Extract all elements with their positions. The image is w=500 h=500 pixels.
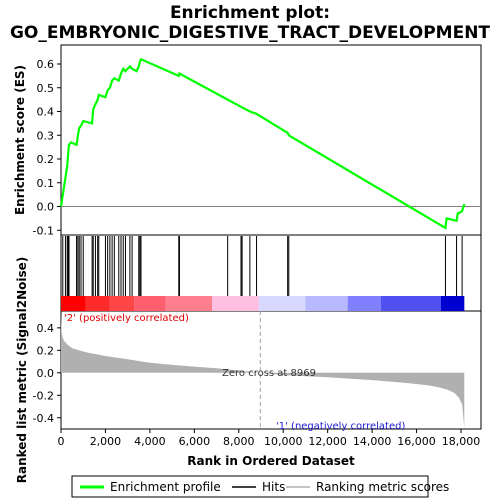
metric-y-tick-label: -0.2 bbox=[33, 389, 54, 402]
colorbar-segment bbox=[258, 296, 306, 311]
legend-hits-label: Hits bbox=[262, 480, 285, 494]
x-tick-label: 8,000 bbox=[223, 435, 255, 448]
colorbar-segment bbox=[305, 296, 348, 311]
es-y-tick-label: 0.6 bbox=[37, 58, 55, 71]
metric-layer: 0.4 0.2 0.0 -0.2 -0.4 bbox=[33, 311, 465, 429]
es-layer: 0.6 0.5 0.4 0.3 0.2 0.1 0.0 -0.1 bbox=[33, 57, 481, 237]
legend-metric-label: Ranking metric scores bbox=[316, 480, 449, 494]
x-tick-label: 10,000 bbox=[264, 435, 303, 448]
metric-y-tick-label: 0.0 bbox=[37, 367, 55, 380]
es-y-tick-label: -0.1 bbox=[33, 224, 54, 237]
x-tick-label: 0 bbox=[58, 435, 65, 448]
legend-enrichment-label: Enrichment profile bbox=[110, 480, 221, 494]
chart-title-line2: GO_EMBRYONIC_DIGESTIVE_TRACT_DEVELOPMENT bbox=[10, 23, 490, 43]
colorbar-segment bbox=[381, 296, 441, 311]
colorbar-segment bbox=[134, 296, 166, 311]
x-tick-label: 14,000 bbox=[353, 435, 392, 448]
colorbar-segment bbox=[85, 296, 110, 311]
es-y-tick-label: 0.0 bbox=[37, 201, 55, 214]
colorbar-segment bbox=[441, 296, 465, 311]
enrichment-profile-line bbox=[59, 57, 466, 230]
x-tick-label: 18,000 bbox=[442, 435, 481, 448]
es-y-tick-label: 0.2 bbox=[37, 153, 55, 166]
positive-correlation-label: '2' (positively correlated) bbox=[64, 313, 189, 324]
metric-y-tick-label: 0.2 bbox=[37, 344, 55, 357]
colorbar-segment bbox=[347, 296, 381, 311]
chart-title-line1: Enrichment plot: bbox=[170, 3, 330, 23]
colorbar-segment bbox=[212, 296, 259, 311]
metric-y-tick-label: 0.4 bbox=[37, 322, 55, 335]
x-tick-label: 16,000 bbox=[397, 435, 436, 448]
x-tick-label: 2,000 bbox=[90, 435, 122, 448]
es-y-tick-label: 0.4 bbox=[37, 106, 55, 119]
es-y-tick-label: 0.5 bbox=[37, 82, 55, 95]
x-tick-label: 12,000 bbox=[308, 435, 347, 448]
hits-layer bbox=[61, 236, 465, 311]
colorbar-segment bbox=[165, 296, 213, 311]
ranking-metric-area bbox=[61, 314, 465, 429]
x-axis: 0 2,000 4,000 6,000 8,000 10,000 12,000 14,000 1… bbox=[58, 429, 481, 448]
colorbar-segment bbox=[61, 296, 86, 311]
es-panel-frame bbox=[60, 44, 482, 236]
es-y-tick-label: 0.1 bbox=[37, 177, 55, 190]
x-tick-label: 6,000 bbox=[179, 435, 211, 448]
x-axis-title: Rank in Ordered Dataset bbox=[187, 454, 355, 468]
metric-y-tick-label: -0.4 bbox=[33, 412, 54, 425]
zero-cross-label: Zero cross at 8969 bbox=[222, 368, 316, 379]
colorbar-segment bbox=[109, 296, 135, 311]
negative-correlation-label: '1' (negatively correlated) bbox=[276, 421, 405, 432]
es-y-tick-label: 0.3 bbox=[37, 129, 55, 142]
es-y-axis-title: Enrichment score (ES) bbox=[13, 65, 27, 215]
x-tick-label: 4,000 bbox=[134, 435, 166, 448]
metric-y-axis-title: Ranked list metric (Signal2Noise) bbox=[15, 257, 29, 484]
